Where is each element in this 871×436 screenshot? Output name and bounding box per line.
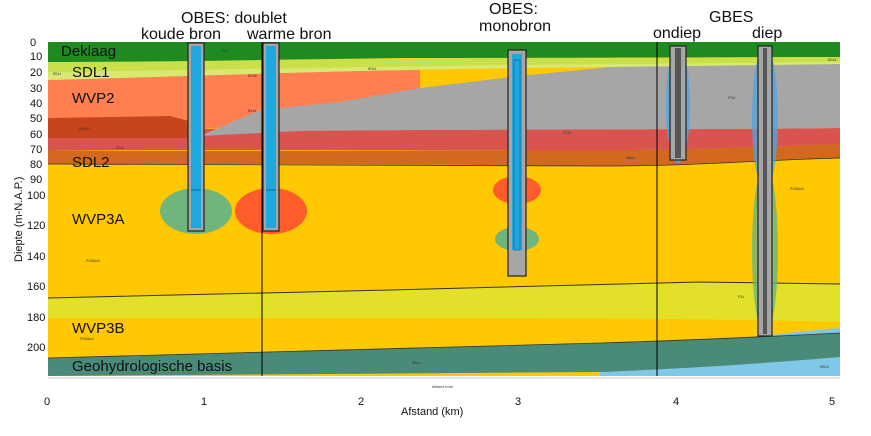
header-monobron: monobron <box>479 18 551 35</box>
formation-code: BXa5 <box>248 74 257 78</box>
y-tick-label: 180 <box>27 312 45 324</box>
y-tick-label: 0 <box>30 37 36 49</box>
well-inner-monobron <box>513 59 521 251</box>
x-tick-label: 1 <box>201 396 207 408</box>
wells <box>187 42 773 337</box>
x-tick-label: 3 <box>515 396 521 408</box>
formation-codes: HLc BXa5 KRz1 EEz1 BXz4 STz1 PZWAz4 MSc1… <box>53 49 836 369</box>
geology-layers <box>47 42 841 376</box>
formation-code: PZWAz3 <box>790 187 804 191</box>
layer-label-sdl2: SDL2 <box>72 154 110 171</box>
y-tick-label: 30 <box>30 83 42 95</box>
formation-code: PZc <box>738 295 744 299</box>
y-axis-label: Diepte (m-N.A.P.) <box>13 177 25 262</box>
y-tick-label: 90 <box>30 174 42 186</box>
y-tick-label: 40 <box>30 98 42 110</box>
layer-yellow-band <box>48 282 840 322</box>
layer-label-sdl1: SDL1 <box>72 64 110 81</box>
formation-code: EEz1 <box>53 72 61 76</box>
well-tube-warme-bron <box>266 46 276 228</box>
formation-code: MSc1 <box>412 361 421 365</box>
y-tick-label: 120 <box>27 220 45 232</box>
y-tick-label: 140 <box>27 251 45 263</box>
formation-code: PZWAz3 <box>86 259 100 263</box>
x-tick-label: 2 <box>358 396 364 408</box>
boundary-line <box>47 332 841 359</box>
layer-basis <box>48 333 840 376</box>
y-tick-label: 50 <box>30 113 42 125</box>
well-tube-ondiep <box>675 48 681 158</box>
formation-code: STz1 <box>116 146 124 150</box>
y-tick-label: 60 <box>30 129 42 141</box>
x-axis: Afstand in km 0 1 2 3 4 5 Afstand (km) <box>44 377 840 418</box>
y-tick-label: 200 <box>27 342 45 354</box>
layer-sdl2 <box>48 144 840 166</box>
y-tick-label: 10 <box>30 51 42 63</box>
y-tick-label: 160 <box>27 281 45 293</box>
layer-label-wvp3b: WVP3B <box>72 320 125 337</box>
y-tick-label: 100 <box>27 190 45 202</box>
header-obes-mono: OBES: <box>489 1 538 18</box>
layer-wvp2-dark <box>48 116 200 138</box>
header-gbes: GBES <box>709 9 753 26</box>
boundary-line <box>47 281 841 299</box>
y-tick-label: 20 <box>30 67 42 79</box>
header-diep: diep <box>752 25 782 42</box>
formation-code: STz1 <box>563 131 571 135</box>
well-tube-diep <box>763 48 767 334</box>
header-ondiep: ondiep <box>653 25 701 42</box>
layer-label-basis: Geohydrologische basis <box>72 358 232 375</box>
small-x-label: Afstand in km <box>432 385 453 389</box>
layer-label-wvp2: WVP2 <box>72 90 115 107</box>
formation-code: BXz4 <box>248 109 256 113</box>
formation-code: MSz3 <box>820 365 829 369</box>
formation-code: EEz3 <box>828 58 836 62</box>
formation-code: HLc <box>222 49 228 53</box>
formation-code: STs1 <box>728 96 736 100</box>
layer-label-wvp3a: WVP3A <box>72 211 125 228</box>
y-tick-label: 70 <box>30 144 42 156</box>
x-tick-label: 5 <box>829 396 835 408</box>
formation-code: KRz1 <box>368 67 377 71</box>
well-tube-koude-bron <box>191 46 201 228</box>
y-axis: 0 10 20 30 40 50 60 70 80 90 100 120 140… <box>13 37 45 354</box>
header-obes-doublet: OBES: doublet <box>181 10 287 27</box>
header-koude-bron: koude bron <box>141 26 221 43</box>
layer-deklaag <box>48 42 840 62</box>
well-headers: OBES: doublet koude bron warme bron OBES… <box>141 1 782 43</box>
formation-code: WAc1 <box>626 156 635 160</box>
layer-labels: Deklaag SDL1 WVP2 SDL2 WVP3A WVP3B Geohy… <box>61 43 232 375</box>
x-axis-label: Afstand (km) <box>401 406 463 418</box>
formation-code: PZWAz4 <box>80 337 94 341</box>
layer-label-deklaag: Deklaag <box>61 43 116 60</box>
formation-code: DRUz1 <box>79 127 90 131</box>
layer-sdl1-lower <box>48 62 840 80</box>
y-tick-label: 80 <box>30 159 42 171</box>
header-warme-bron: warme bron <box>246 26 331 43</box>
well-tube-monobron <box>512 54 522 250</box>
x-tick-label: 4 <box>673 396 679 408</box>
x-tick-label: 0 <box>44 396 50 408</box>
